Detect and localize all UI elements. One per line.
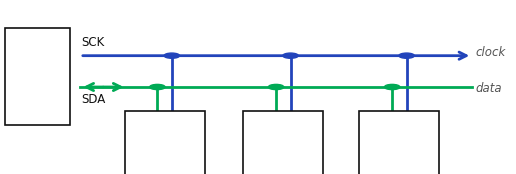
Circle shape <box>283 53 298 58</box>
Circle shape <box>268 84 284 90</box>
Text: Peripheral
device 2: Peripheral device 2 <box>253 130 313 158</box>
FancyBboxPatch shape <box>359 111 440 174</box>
Text: data: data <box>476 82 503 95</box>
Text: SCK: SCK <box>82 36 105 49</box>
Circle shape <box>150 84 165 90</box>
Text: Master
device: Master device <box>17 63 58 90</box>
Text: clock: clock <box>476 46 506 59</box>
Circle shape <box>164 53 180 58</box>
Text: Peripheral
device N: Peripheral device N <box>369 130 429 158</box>
Text: SDA: SDA <box>82 93 106 106</box>
Text: Peripheral
device 1: Peripheral device 1 <box>135 130 195 158</box>
Circle shape <box>384 84 400 90</box>
FancyBboxPatch shape <box>244 111 323 174</box>
Circle shape <box>399 53 414 58</box>
FancyBboxPatch shape <box>124 111 204 174</box>
FancyBboxPatch shape <box>5 28 70 125</box>
